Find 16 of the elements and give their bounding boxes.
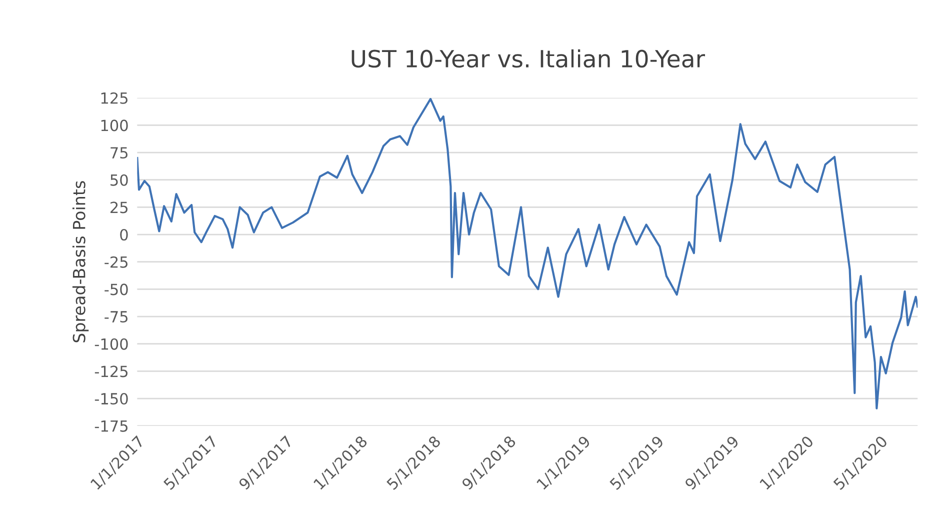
y-tick-label: 25	[110, 202, 128, 214]
line-series	[137, 98, 918, 410]
y-tick-label: -150	[94, 392, 128, 405]
y-tick-label: 75	[110, 147, 128, 159]
y-tick-label: 125	[101, 92, 128, 104]
y-tick-label: -175	[94, 420, 128, 432]
y-tick-label: 100	[101, 120, 128, 132]
y-tick-label: 0	[120, 228, 128, 241]
y-tick-label: -100	[94, 338, 128, 350]
y-axis-title: Spread-Basis Points	[72, 181, 89, 342]
chart-title: UST 10-Year vs. Italian 10-Year	[352, 49, 706, 68]
y-tick-label: -125	[94, 366, 128, 378]
y-tick-label: -25	[104, 256, 128, 268]
y-tick-label: 50	[110, 174, 128, 186]
y-tick-label: -75	[104, 311, 128, 323]
y-tick-label: -50	[104, 284, 128, 296]
